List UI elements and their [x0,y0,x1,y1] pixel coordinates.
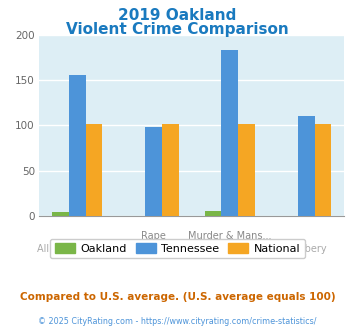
Text: Compared to U.S. average. (U.S. average equals 100): Compared to U.S. average. (U.S. average … [20,292,335,302]
Bar [52,212,69,216]
Bar [222,50,238,216]
Bar [69,75,86,216]
Text: Murder & Mans...: Murder & Mans... [188,231,272,241]
Bar [145,127,162,216]
Text: Robbery: Robbery [286,244,327,254]
Bar [162,124,179,216]
Text: Rape: Rape [141,231,166,241]
Text: Aggravated Assault: Aggravated Assault [106,244,201,254]
Legend: Oakland, Tennessee, National: Oakland, Tennessee, National [50,239,305,258]
Bar [205,211,222,216]
Bar [315,124,331,216]
Bar [298,116,315,216]
Text: All Violent Crime: All Violent Crime [37,244,118,254]
Text: Violent Crime Comparison: Violent Crime Comparison [66,22,289,37]
Text: © 2025 CityRating.com - https://www.cityrating.com/crime-statistics/: © 2025 CityRating.com - https://www.city… [38,317,317,326]
Bar [86,124,102,216]
Bar [238,124,255,216]
Text: 2019 Oakland: 2019 Oakland [118,8,237,23]
